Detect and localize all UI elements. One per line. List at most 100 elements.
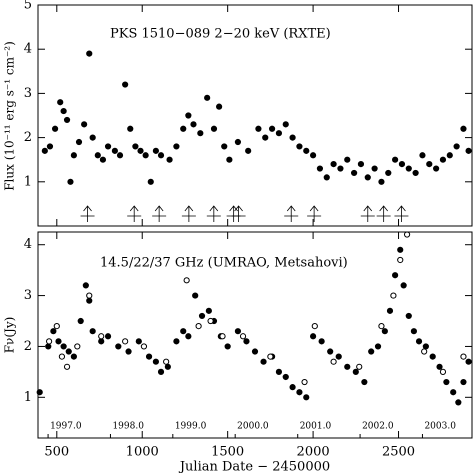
arrow — [206, 205, 221, 222]
point — [190, 121, 197, 128]
point — [185, 333, 192, 340]
arrow — [152, 205, 167, 222]
point — [173, 338, 180, 345]
point — [303, 147, 310, 154]
point — [405, 312, 412, 320]
point — [116, 152, 124, 159]
point — [309, 333, 317, 340]
point — [216, 103, 223, 110]
year-label: 2003.0 — [424, 422, 456, 432]
point — [145, 353, 153, 360]
point — [421, 348, 428, 355]
point — [51, 125, 59, 132]
point — [268, 125, 276, 132]
point — [450, 389, 457, 396]
point — [412, 169, 419, 177]
point — [41, 147, 48, 154]
year-label: 1998.0 — [112, 422, 144, 432]
point — [67, 178, 74, 185]
point — [275, 130, 283, 137]
point — [122, 81, 129, 88]
point — [135, 338, 142, 345]
point — [86, 50, 93, 57]
point — [122, 338, 129, 345]
point — [239, 333, 247, 340]
point — [36, 389, 43, 396]
point — [163, 358, 170, 365]
point — [219, 333, 226, 340]
point — [147, 178, 154, 185]
point — [344, 156, 351, 163]
point — [296, 389, 303, 396]
point — [98, 338, 105, 345]
point — [70, 152, 77, 159]
bottom-y-label: Fν(Jy) — [3, 317, 17, 354]
point — [50, 328, 57, 335]
year-label: 2002.0 — [362, 422, 394, 432]
point — [289, 134, 296, 141]
point — [460, 378, 467, 386]
point — [403, 231, 411, 238]
arrow — [307, 205, 322, 222]
point — [111, 147, 118, 154]
point — [335, 353, 342, 360]
point — [282, 373, 289, 381]
point — [53, 322, 60, 330]
point — [374, 343, 382, 350]
point — [63, 363, 71, 370]
point — [330, 358, 337, 365]
y-tick-label: 5 — [24, 0, 32, 13]
year-label: 1997.0 — [50, 422, 82, 432]
point — [224, 343, 231, 350]
arrow — [394, 205, 409, 222]
y-tick-label: 4 — [24, 237, 32, 252]
point — [197, 130, 204, 137]
point — [351, 169, 358, 177]
point — [275, 368, 283, 375]
point — [140, 343, 148, 350]
point — [397, 256, 404, 264]
point — [405, 165, 412, 172]
point — [439, 368, 447, 375]
arrow — [181, 205, 196, 222]
point — [234, 328, 242, 335]
arrow — [284, 205, 299, 222]
top-y-label: Flux (10⁻¹¹ erg s⁻¹ cm⁻²) — [3, 41, 17, 191]
arrow — [231, 205, 246, 222]
point — [198, 312, 206, 320]
point — [262, 134, 269, 141]
point — [422, 343, 429, 350]
point — [303, 394, 310, 401]
point — [137, 147, 144, 154]
point — [81, 121, 88, 128]
point — [70, 353, 77, 360]
point — [132, 143, 139, 150]
point — [205, 307, 212, 314]
point — [185, 112, 192, 119]
point — [386, 307, 394, 314]
point — [142, 152, 149, 159]
point — [45, 343, 52, 350]
x-tick-label: 2500 — [382, 445, 415, 460]
top-title: PKS 1510−089 2−20 keV (RXTE) — [110, 27, 331, 42]
point — [251, 348, 259, 355]
point — [460, 125, 467, 132]
point — [60, 107, 67, 115]
point — [192, 292, 199, 299]
point — [89, 328, 96, 335]
y-tick-label: 2 — [24, 339, 32, 354]
bottom-title: 14.5/22/37 GHz (UMRAO, Metsahovi) — [100, 256, 348, 271]
point — [57, 99, 64, 106]
point — [234, 138, 242, 146]
point — [63, 116, 71, 124]
point — [378, 178, 385, 185]
point — [357, 161, 365, 168]
point — [99, 156, 107, 163]
point — [152, 358, 159, 365]
point — [436, 363, 443, 370]
point — [55, 338, 62, 345]
point — [86, 292, 93, 299]
point — [426, 161, 433, 168]
point — [180, 328, 187, 335]
